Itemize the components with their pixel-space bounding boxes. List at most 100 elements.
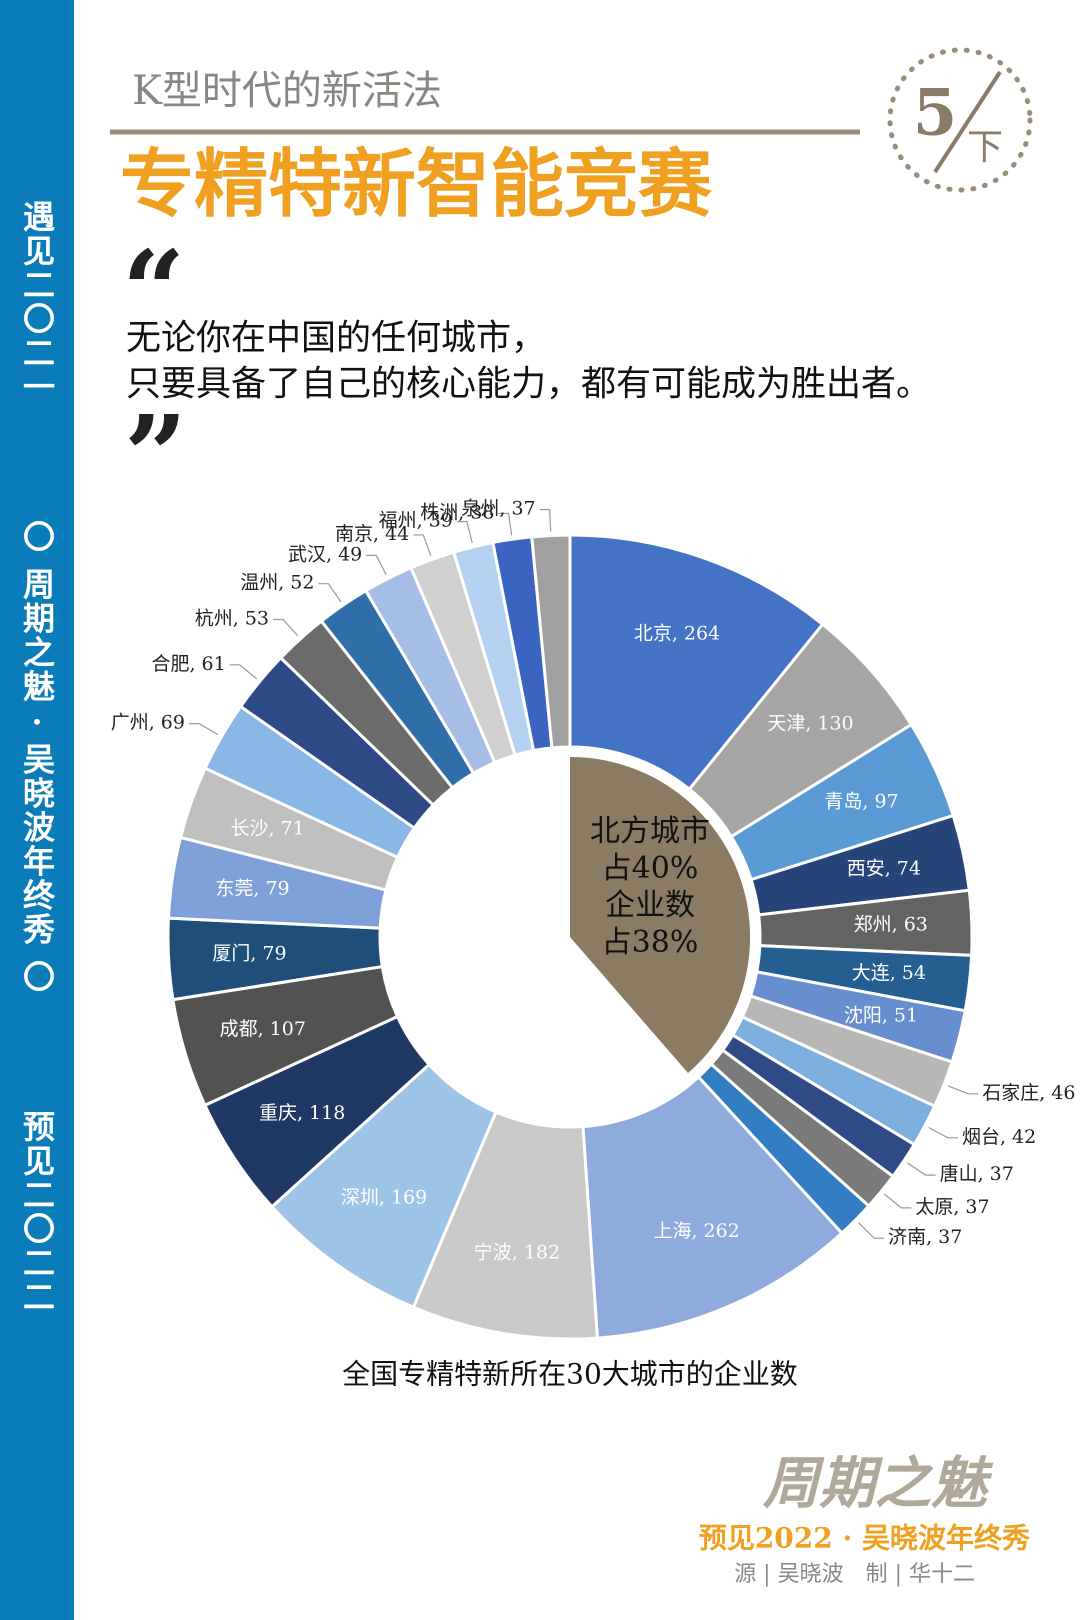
label-value: 130 — [817, 712, 853, 734]
label-value: 264 — [684, 622, 720, 644]
slice-label: 宁波, 182 — [474, 1242, 560, 1264]
quote-open: “ — [122, 226, 185, 355]
leader-line — [883, 1193, 912, 1209]
label-category: 杭州, — [195, 607, 239, 629]
quote-line: 只要具备了自己的核心能力，都有可能成为胜出者。 — [126, 365, 931, 405]
label-value: 74 — [897, 858, 921, 880]
sidebar-text: 预见二〇二二 — [18, 1110, 56, 1314]
north-wedge — [570, 756, 751, 1073]
slice-label: 广州, 69 — [111, 712, 185, 734]
leader-line — [273, 618, 299, 637]
leader-line — [928, 1126, 958, 1139]
label-value: 37 — [511, 497, 535, 519]
slice-label: 深圳, 169 — [341, 1187, 427, 1209]
leader-line — [539, 508, 552, 532]
label-value: 79 — [262, 943, 286, 965]
label-value: 61 — [201, 653, 225, 675]
slice-label: 西安, 74 — [847, 858, 921, 880]
label-value: 49 — [338, 543, 362, 565]
label-value: 54 — [902, 962, 926, 984]
label-category: 唐山, — [940, 1163, 984, 1185]
sidebar-text: 遇见二〇二一 — [18, 200, 56, 404]
slice-label: 太原, 37 — [915, 1196, 989, 1218]
badge-slash — [933, 70, 1002, 174]
badge-number: 5 — [913, 76, 958, 151]
slice-label: 泉州, 37 — [461, 497, 535, 519]
label-category: 太原, — [915, 1196, 959, 1218]
slice-label: 重庆, 118 — [259, 1102, 345, 1124]
annotation: 占40% — [602, 851, 699, 886]
label-category: 大连, — [852, 962, 896, 984]
leader-line — [858, 1222, 885, 1239]
label-value: 39 — [429, 510, 453, 532]
leader-line — [907, 1162, 936, 1176]
label-category: 福州, — [379, 510, 423, 532]
sidebar: 遇见二〇二一 〇 周期之魅 · 吴晓波年终秀 〇 预见二〇二二 — [0, 0, 74, 1620]
label-value: 97 — [874, 791, 898, 813]
slice-label: 天津, 130 — [767, 712, 853, 734]
kicker: K型时代的新活法 — [132, 68, 442, 114]
slice-label: 郑州, 63 — [854, 914, 928, 936]
label-value: 46 — [1051, 1082, 1075, 1104]
label-category: 深圳, — [341, 1187, 385, 1209]
slice-label: 大连, 54 — [852, 962, 926, 984]
label-category: 石家庄, — [982, 1082, 1045, 1104]
label-value: 37 — [938, 1226, 962, 1248]
slice-label: 厦门, 79 — [212, 943, 286, 965]
leader-line — [498, 512, 513, 536]
label-value: 79 — [265, 877, 289, 899]
leader-line — [229, 664, 258, 680]
slice-label: 唐山, 37 — [940, 1163, 1014, 1185]
label-value: 182 — [524, 1242, 560, 1264]
label-category: 广州, — [111, 712, 155, 734]
label-value: 37 — [990, 1163, 1014, 1185]
label-category: 东莞, — [215, 877, 259, 899]
label-category: 青岛, — [824, 791, 868, 813]
footer-credit: 源 | 吴晓波 制 | 华十二 — [734, 1562, 975, 1587]
footer-event: 预见2022 · 吴晓波年终秀 — [699, 1522, 1030, 1555]
label-category: 天津, — [767, 712, 811, 734]
label-category: 厦门, — [212, 943, 256, 965]
label-category: 济南, — [888, 1226, 932, 1248]
label-category: 北京, — [634, 622, 678, 644]
leader-line — [456, 520, 473, 544]
label-value: 37 — [965, 1196, 989, 1218]
badge-part: 下 — [967, 127, 1003, 168]
sidebar-text: 〇 周期之魅 · 吴晓波年终秀 〇 — [18, 520, 56, 994]
label-category: 重庆, — [259, 1102, 303, 1124]
label-category: 南京, — [335, 523, 379, 545]
slice-label: 济南, 37 — [888, 1226, 962, 1248]
label-category: 株洲, — [420, 501, 464, 523]
label-value: 262 — [703, 1220, 739, 1242]
leader-line — [947, 1085, 979, 1095]
label-category: 温州, — [240, 572, 284, 594]
leader-line — [188, 723, 219, 736]
label-value: 118 — [309, 1102, 345, 1124]
leader-line — [366, 554, 387, 576]
label-category: 宁波, — [474, 1242, 518, 1264]
label-category: 郑州, — [854, 914, 898, 936]
slice — [568, 533, 825, 792]
label-value: 63 — [904, 914, 928, 936]
label-value: 38 — [470, 501, 494, 523]
label-category: 上海, — [653, 1220, 697, 1242]
slice-label: 青岛, 97 — [824, 791, 898, 813]
label-category: 泉州, — [461, 497, 505, 519]
slice-label: 武汉, 49 — [288, 543, 362, 565]
footer-logo: 周期之魅 — [762, 1451, 994, 1517]
slice — [581, 1074, 844, 1340]
leader-line — [413, 534, 432, 556]
slice-label: 烟台, 42 — [962, 1126, 1036, 1148]
quote-close: ” — [124, 391, 187, 520]
slice-label: 上海, 262 — [653, 1220, 739, 1242]
slice-label: 北京, 264 — [634, 622, 720, 644]
label-value: 44 — [385, 523, 409, 545]
label-category: 西安, — [847, 858, 891, 880]
label-category: 合肥, — [151, 653, 195, 675]
label-value: 53 — [245, 607, 269, 629]
label-value: 107 — [270, 1018, 306, 1040]
slice-label: 东莞, 79 — [215, 877, 289, 899]
annotation: 北方城市 — [590, 814, 710, 849]
